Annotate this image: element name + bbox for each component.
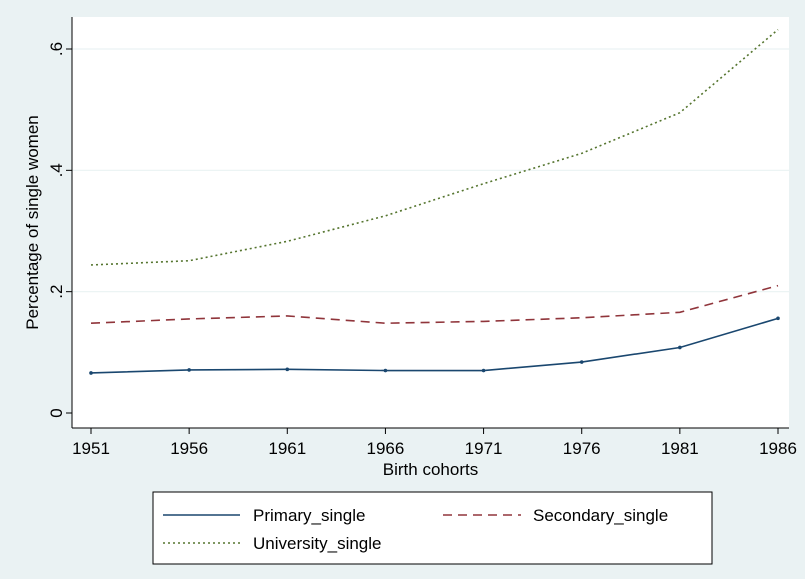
data-point <box>776 316 780 321</box>
x-axis-ticks: 1951 1956 1961 1966 1971 1976 1981 1986 <box>72 428 797 458</box>
y-tick-label: 0 <box>47 408 66 417</box>
plot-area <box>72 17 789 428</box>
x-tick-label: 1981 <box>661 439 699 458</box>
data-point <box>481 368 486 373</box>
x-tick-label: 1971 <box>465 439 503 458</box>
grid-lines <box>72 48 789 293</box>
legend-label-secondary: Secondary_single <box>533 506 668 525</box>
data-point <box>383 368 388 373</box>
y-axis-title: Percentage of single women <box>23 115 42 330</box>
x-tick-label: 1966 <box>367 439 405 458</box>
x-tick-label: 1951 <box>72 439 110 458</box>
legend-label-university: University_single <box>253 534 382 553</box>
y-tick-label: .6 <box>47 42 66 56</box>
y-tick-label: .4 <box>47 163 66 177</box>
series-line-1 <box>90 317 779 374</box>
x-axis-title: Birth cohorts <box>383 460 478 479</box>
series-line-3 <box>90 28 779 266</box>
x-tick-label: 1976 <box>563 439 601 458</box>
data-point <box>579 360 584 364</box>
series-line-2 <box>90 284 779 325</box>
legend-box <box>152 491 713 565</box>
x-tick-label: 1956 <box>170 439 208 458</box>
data-point <box>187 368 191 372</box>
y-axis-ticks: 0 .2 .4 .6 <box>47 42 72 418</box>
x-tick-label: 1986 <box>759 439 797 458</box>
axes <box>71 17 789 429</box>
data-point <box>678 345 682 350</box>
legend-label-primary: Primary_single <box>253 506 365 525</box>
data-point <box>285 367 290 372</box>
x-tick-label: 1961 <box>268 439 306 458</box>
data-point <box>89 371 93 375</box>
legend: Primary_single Secondary_single Universi… <box>152 491 713 565</box>
series-lines <box>89 28 780 375</box>
y-tick-label: .2 <box>47 285 66 299</box>
